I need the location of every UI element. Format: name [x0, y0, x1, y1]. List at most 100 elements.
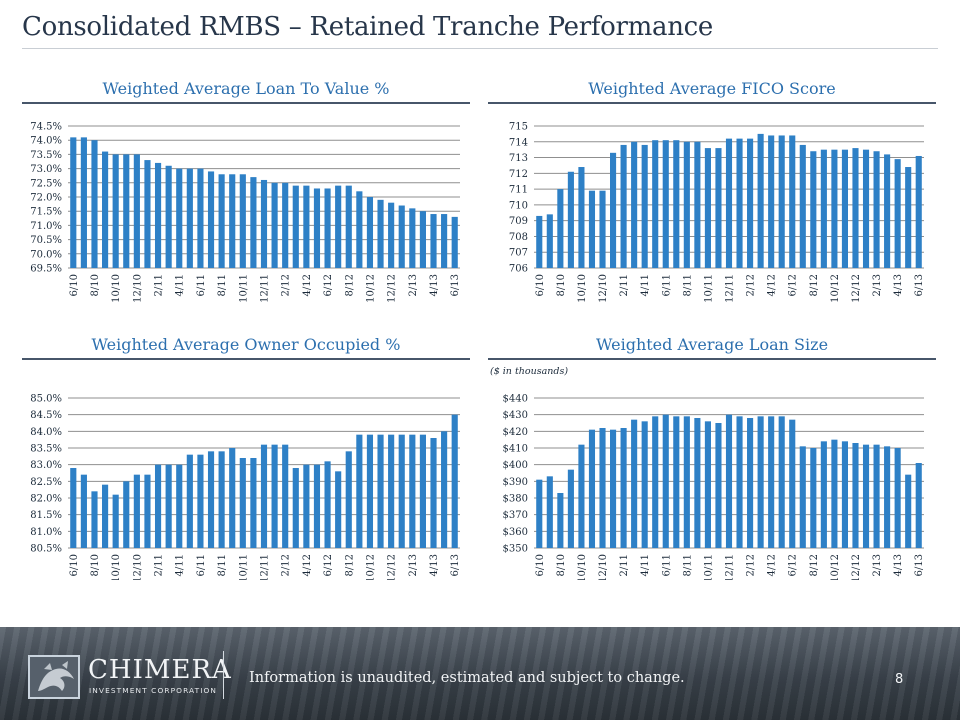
- owner-xtick-label: 2/13: [408, 554, 419, 576]
- ltv-bar: [388, 202, 395, 268]
- owner-ytick-label: 83.5%: [30, 444, 62, 455]
- ltv-chart-title-rule: [22, 102, 470, 104]
- title-divider: [22, 48, 938, 49]
- loansize-bar: [599, 428, 606, 548]
- fico-bar: [873, 151, 880, 268]
- owner-bar: [451, 414, 458, 548]
- loansize-ytick-label: $380: [503, 494, 528, 505]
- owner-bar: [239, 458, 246, 548]
- loansize-bar: [631, 419, 638, 548]
- owner-xtick-label: 4/11: [175, 554, 186, 576]
- loansize-bar: [673, 416, 680, 548]
- ltv-bar: [419, 211, 426, 268]
- loansize-bar: [789, 419, 796, 548]
- ltv-bar: [197, 168, 204, 268]
- fico-ytick-label: 708: [509, 232, 528, 243]
- owner-ytick-label: 81.0%: [30, 527, 62, 538]
- chimera-emblem-icon: [28, 655, 80, 699]
- loansize-bar: [641, 421, 648, 548]
- fico-bar: [578, 167, 585, 268]
- fico-xtick-label: 6/10: [535, 274, 546, 296]
- loansize-bar: [683, 416, 690, 548]
- fico-chart: Weighted Average FICO Score 706 707 708 709…: [488, 76, 936, 302]
- owner-bar: [356, 434, 363, 548]
- owner-ytick-label: 84.0%: [30, 427, 62, 438]
- ltv-bar: [207, 171, 215, 268]
- loan-size-units-note: ($ in thousands): [490, 366, 569, 377]
- fico-bar: [831, 149, 838, 268]
- fico-bar: [652, 140, 659, 268]
- loansize-xtick-label: 6/13: [914, 554, 925, 576]
- fico-xtick-label: 4/12: [767, 274, 778, 296]
- owner-xtick-label: 10/10: [111, 554, 122, 580]
- logo-wordmark: CHIMERA: [88, 655, 232, 685]
- fico-xtick-label: 6/12: [788, 274, 799, 296]
- footer-band: CHIMERA INVESTMENT CORPORATION Informati…: [0, 627, 960, 720]
- fico-bar: [567, 171, 574, 268]
- loansize-ytick-label: $430: [503, 410, 528, 421]
- owner-ytick-label: 82.5%: [30, 477, 62, 488]
- fico-bar-plot: 706 707 708 709 710 711 712 713 714 715 6/10 8/10 10…: [509, 122, 925, 303]
- owner-xtick-label: 6/12: [323, 554, 334, 576]
- ltv-xtick-label: 2/11: [154, 274, 165, 296]
- loansize-bar: [662, 414, 669, 548]
- ltv-xtick-label: 6/10: [69, 274, 80, 296]
- owner-bar: [419, 434, 426, 548]
- fico-bar: [789, 135, 796, 268]
- fico-bar: [915, 155, 922, 268]
- ltv-ytick-label: 73.0%: [30, 164, 62, 175]
- owner-xtick-label: 2/12: [281, 554, 292, 576]
- owner-bar: [112, 494, 119, 548]
- fico-bar: [557, 189, 564, 268]
- ltv-bar: [186, 168, 193, 268]
- loansize-bar: [747, 418, 754, 548]
- loansize-xtick-label: 12/11: [725, 554, 736, 580]
- ltv-bar: [313, 188, 321, 268]
- ltv-ytick-label: 74.5%: [30, 122, 62, 133]
- ltv-bar: [229, 174, 236, 268]
- loan-size-bar-plot: $350 $360 $370 $380 $390 $400 $410 $420 $430 $440…: [503, 394, 926, 581]
- loansize-ytick-label: $390: [503, 477, 528, 488]
- loansize-xtick-label: 6/12: [788, 554, 799, 576]
- disclaimer-text: Information is unaudited, estimated and …: [249, 670, 685, 686]
- owner-xtick-label: 8/10: [90, 554, 101, 576]
- loansize-bar: [820, 441, 827, 548]
- loansize-bar: [546, 476, 553, 548]
- ltv-bar: [239, 174, 246, 268]
- owner-xtick-label: 6/13: [450, 554, 461, 576]
- ltv-bar: [102, 151, 109, 268]
- ltv-bar: [324, 188, 331, 268]
- ltv-bar-plot: 69.5% 70.0% 70.5% 71.0% 71.5% 72.0% 72.5% 73.0%…: [30, 122, 461, 303]
- loansize-xtick-label: 4/13: [893, 554, 904, 576]
- ltv-bar: [80, 137, 87, 268]
- owner-xtick-label: 8/11: [217, 554, 228, 576]
- footer-divider: [223, 651, 224, 699]
- owner-occupied-chart: Weighted Average Owner Occupied % 80.5% 8…: [22, 332, 470, 580]
- fico-ytick-label: 711: [509, 185, 528, 196]
- fico-ytick-label: 710: [509, 200, 528, 211]
- slide-title: Consolidated RMBS – Retained Tranche Per…: [22, 12, 713, 42]
- loansize-xtick-label: 10/12: [830, 554, 841, 580]
- fico-bar: [673, 140, 680, 268]
- ltv-chart-title: Weighted Average Loan To Value %: [102, 79, 390, 98]
- fico-bar: [725, 138, 733, 268]
- owner-bar: [303, 464, 310, 548]
- fico-bar: [820, 149, 827, 268]
- owner-bar: [260, 444, 268, 548]
- fico-xtick-label: 8/10: [556, 274, 567, 296]
- loansize-bar: [799, 446, 806, 548]
- owner-ytick-label: 80.5%: [30, 544, 62, 555]
- fico-bar: [694, 141, 701, 268]
- loansize-bar: [810, 448, 817, 548]
- loansize-xtick-label: 10/11: [703, 554, 714, 580]
- fico-bar: [662, 140, 669, 268]
- loansize-xtick-label: 4/12: [767, 554, 778, 576]
- ltv-bar: [112, 154, 119, 268]
- owner-bar: [324, 461, 331, 548]
- ltv-bar: [335, 185, 342, 268]
- ltv-bar: [123, 154, 130, 268]
- ltv-bar: [218, 174, 225, 268]
- fico-bar: [631, 141, 638, 268]
- ltv-xtick-label: 10/11: [238, 274, 249, 302]
- owner-xtick-label: 12/10: [132, 554, 143, 580]
